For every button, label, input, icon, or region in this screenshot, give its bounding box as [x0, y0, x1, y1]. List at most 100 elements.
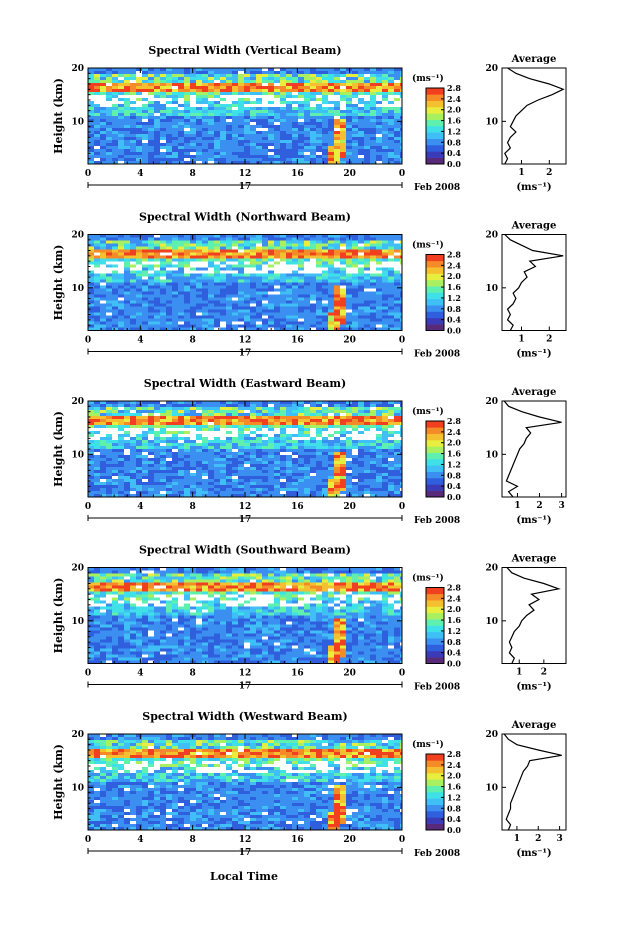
colorbar-unit: (ms⁻¹) [412, 73, 444, 84]
y-tick-label: 20 [71, 64, 84, 74]
colorbar-frame [425, 753, 445, 831]
average-profile-line [504, 67, 565, 165]
average-x-tick-label: 1 [516, 668, 522, 678]
colorbar-tick-label: 2.8 [447, 583, 461, 593]
x-tick-label: 20 [343, 336, 356, 346]
average-frame [501, 234, 567, 331]
colorbar-tick-label: 1.2 [447, 626, 461, 636]
x-tick-label: 8 [190, 669, 196, 679]
colorbar-swatch [426, 490, 444, 498]
x-tick-label: 8 [190, 502, 196, 512]
colorbar-swatch [426, 754, 444, 761]
average-x-tick-label: 2 [546, 335, 552, 345]
x-tick-label: 12 [239, 669, 252, 679]
colorbar-swatch [426, 484, 444, 491]
colorbar-tick-label: 0.0 [447, 659, 461, 669]
colorbar-tick-label: 0.0 [447, 326, 461, 336]
average-x-label: (ms⁻¹) [516, 682, 551, 693]
colorbar-tick-label: 0.4 [447, 648, 461, 658]
colorbar-swatch [426, 760, 444, 767]
colorbar-swatch [426, 587, 444, 595]
colorbar-tick-label: 1.2 [447, 459, 461, 469]
colorbar-swatch [426, 440, 444, 447]
x-tick-label: 0 [85, 336, 91, 346]
colorbar-swatch [426, 94, 444, 101]
colorbar-swatch [426, 132, 444, 139]
colorbar-swatch [426, 254, 444, 262]
colorbar-tick-label: 2.4 [447, 260, 461, 270]
colorbar-swatch [426, 779, 444, 786]
average-x-tick-label: 3 [556, 834, 562, 844]
colorbar-swatch [426, 427, 444, 434]
colorbar-tick-label: 1.6 [447, 615, 461, 625]
colorbar-tick-label: 2.4 [447, 94, 461, 104]
x-tick-label: 16 [291, 669, 304, 679]
colorbar-swatch [426, 650, 444, 658]
colorbar-tick-label: 1.6 [447, 116, 461, 126]
colorbar-swatch [426, 792, 444, 799]
average-y-tick-label: 10 [485, 284, 498, 294]
average-y-tick-label: 20 [485, 730, 498, 740]
date-label: Feb 2008 [414, 849, 460, 859]
average-title: Average [511, 554, 557, 565]
y-tick-label: 20 [71, 397, 84, 407]
average-title: Average [511, 720, 557, 731]
x-tick-label: 0 [399, 502, 405, 512]
x-tick-label: 0 [85, 669, 91, 679]
colorbar-swatch [426, 465, 444, 472]
colorbar-tick-label: 1.6 [447, 782, 461, 792]
colorbar-tick-label: 0.8 [447, 803, 461, 813]
average-x-tick-label: 1 [518, 335, 524, 345]
y-axis-label: Height (km) [52, 744, 65, 820]
colorbar-tick-label: 2.0 [447, 105, 461, 115]
colorbar-swatch [426, 145, 444, 152]
colorbar-frame [425, 587, 445, 664]
average-x-label: (ms⁻¹) [516, 182, 551, 193]
colorbar-swatch [426, 157, 444, 165]
day-label: 17 [239, 349, 252, 359]
colorbar-tick-label: 2.8 [447, 250, 461, 260]
average-title: Average [511, 221, 557, 232]
x-tick-label: 20 [343, 669, 356, 679]
average-x-tick-label: 2 [546, 168, 552, 178]
colorbar-tick-label: 2.8 [447, 416, 461, 426]
colorbar-unit: (ms⁻¹) [412, 739, 444, 750]
colorbar-swatch [426, 88, 444, 95]
x-tick-label: 0 [399, 169, 405, 179]
panel-3: Spectral Width (Eastward Beam)0 4 8 12 16 20 0… [52, 377, 567, 526]
average-frame [501, 400, 567, 498]
colorbar-tick-label: 2.8 [447, 83, 461, 93]
colorbar-swatch [426, 459, 444, 466]
average-y-tick-label: 10 [485, 117, 498, 127]
average-x-tick-label: 1 [518, 168, 524, 178]
x-axis-label: Local Time [210, 870, 278, 883]
colorbar-swatch [426, 433, 444, 441]
colorbar-swatch [426, 798, 444, 805]
colorbar-swatch [426, 311, 444, 319]
colorbar-swatch [426, 478, 444, 485]
colorbar-tick-label: 0.4 [447, 481, 461, 491]
y-tick-label: 20 [71, 564, 84, 574]
panel-5: Spectral Width (Westward Beam)0 4 8 12 16 20 0… [52, 710, 567, 859]
heatmap-field [88, 234, 402, 331]
panel-title: Spectral Width (Northward Beam) [139, 211, 351, 224]
colorbar-tick-label: 0.4 [447, 148, 461, 158]
heatmap-field [88, 567, 402, 664]
colorbar-swatch [426, 817, 444, 824]
average-frame [501, 67, 567, 165]
average-title: Average [511, 54, 557, 65]
average-y-tick-label: 10 [485, 783, 498, 793]
colorbar-swatch [426, 151, 444, 158]
colorbar-tick-label: 0.4 [447, 814, 461, 824]
colorbar-tick-label: 2.8 [447, 749, 461, 759]
colorbar-swatch [426, 593, 444, 601]
heatmap-field [88, 734, 402, 830]
colorbar-tick-label: 2.0 [447, 604, 461, 614]
x-tick-label: 12 [239, 336, 252, 346]
colorbar-swatch [426, 100, 444, 108]
colorbar-swatch [426, 446, 444, 453]
average-x-tick-label: 3 [558, 501, 564, 511]
x-tick-label: 8 [190, 835, 196, 845]
average-y-tick-label: 20 [485, 231, 498, 241]
